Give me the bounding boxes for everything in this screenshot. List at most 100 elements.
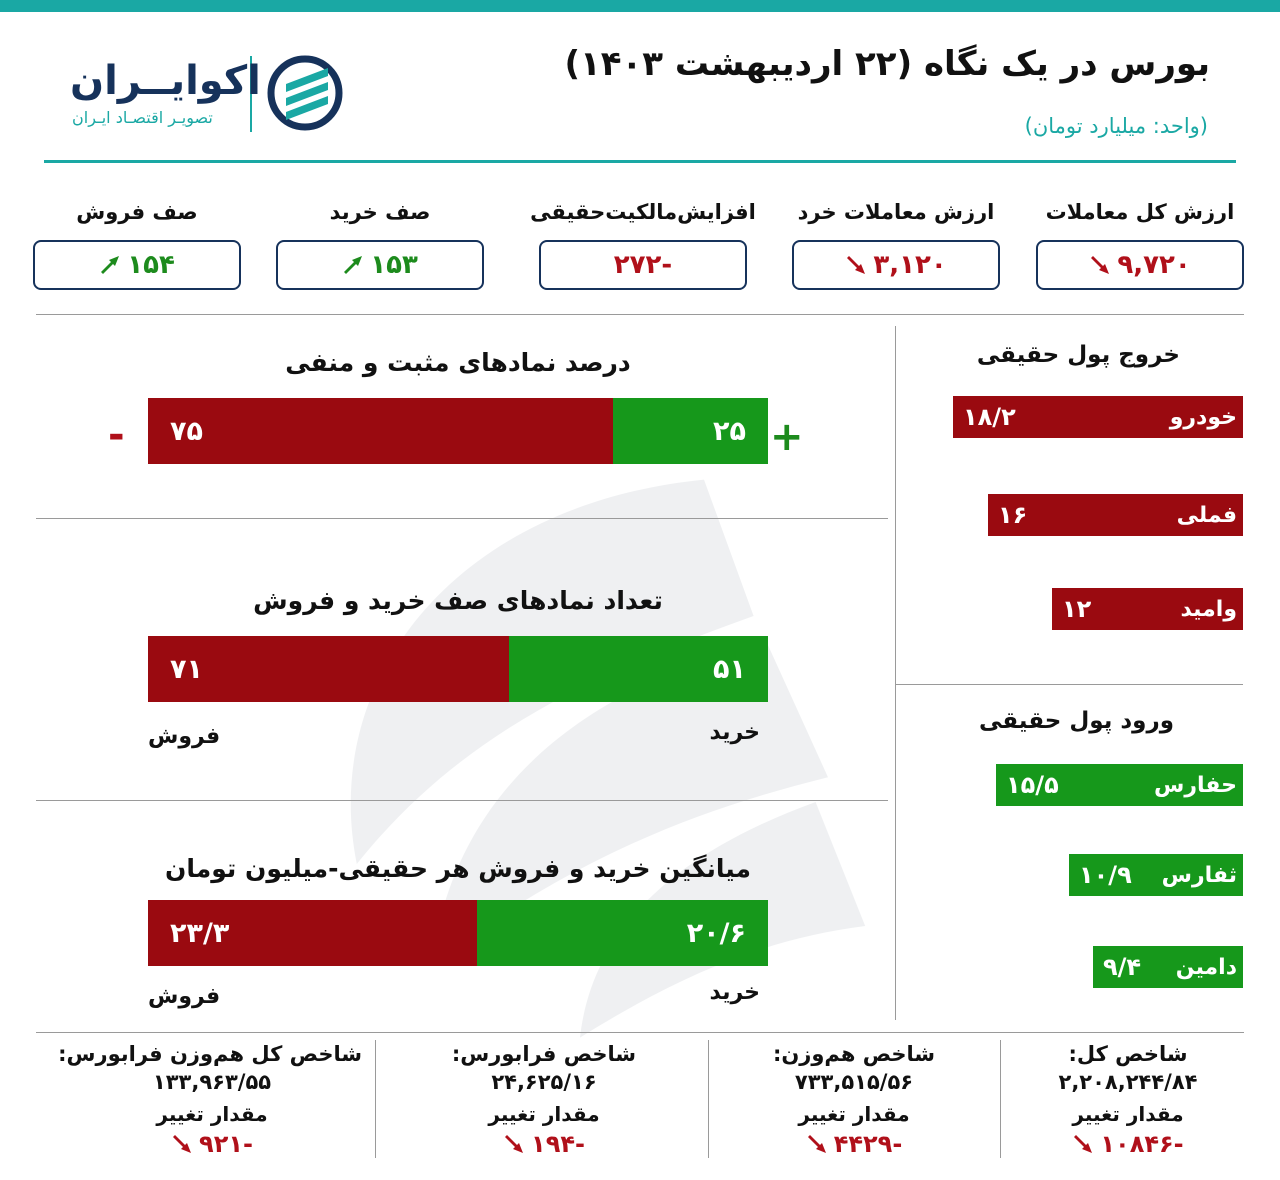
flow-bar-value: ۱۰/۹ [1079, 861, 1132, 889]
index-change: -۱۰۸۴۶ [978, 1130, 1278, 1158]
stat-label: صف فروش [76, 200, 198, 224]
index-change-label: مقدار تغییر [488, 1102, 600, 1126]
buy-label: خرید [709, 720, 760, 745]
chart-title-avg: میانگین خرید و فروش هر حقیقی-میلیون توما… [165, 854, 751, 883]
stat-value: ۱۵۳ [370, 250, 418, 280]
index-change: -۱۹۴ [394, 1130, 694, 1158]
flow-bar-value: ۱۵/۵ [1006, 771, 1059, 799]
stat-label: صف خرید [329, 200, 431, 224]
vertical-divider [895, 326, 896, 1020]
index-cell: شاخص فرابورس: ۲۴,۶۲۵/۱۶ مقدار تغییر -۱۹۴ [394, 1042, 694, 1158]
divider [36, 800, 888, 801]
flow-bar-category: حفارس [1154, 772, 1237, 798]
divider [36, 314, 1244, 315]
index-title: شاخص کل هم‌وزن فرابورس: [58, 1042, 362, 1066]
trend-down-arrow-icon [847, 256, 866, 274]
bar-segment-negative: ۷۵ [148, 398, 613, 464]
trend-down-arrow-icon [1074, 1135, 1093, 1153]
stat-box: ۳,۱۲۰ [792, 240, 1000, 290]
index-change-value: -۱۰۸۴۶ [1100, 1130, 1184, 1158]
pos-neg-bar: ۷۵ ۲۵ [148, 398, 768, 464]
bar-segment-negative: ۷۱ [148, 636, 509, 702]
flow-bar-value: ۹/۴ [1103, 953, 1142, 981]
flow-bar-category: ثفارس [1161, 862, 1237, 888]
index-change-value: -۱۹۴ [531, 1130, 585, 1158]
logo-name: اکوایــران [70, 58, 261, 104]
trend-down-arrow-icon [505, 1135, 524, 1153]
avg-bar: ۲۳/۳ ۲۰/۶ [148, 900, 768, 966]
stat-box: ۹,۷۲۰ [1036, 240, 1244, 290]
top-accent-bar [0, 0, 1280, 12]
index-value: ۷۳۳,۵۱۵/۵۶ [794, 1070, 914, 1094]
chart-title-pos-neg: درصد نمادهای مثبت و منفی [285, 348, 631, 377]
divider [895, 684, 1243, 685]
index-cell: شاخص کل هم‌وزن فرابورس: ۱۳۳,۹۶۳/۵۵ مقدار ت… [58, 1042, 362, 1158]
index-change: -۴۴۲۹ [704, 1130, 1004, 1158]
bar-segment-positive: ۲۵ [613, 398, 768, 464]
index-title: شاخص فرابورس: [451, 1042, 637, 1066]
bar-data-label: ۵۱ [713, 653, 746, 685]
flow-bar: فملی ۱۶ [988, 494, 1243, 536]
flow-bar: دامین ۹/۴ [1093, 946, 1243, 988]
index-value: ۱۳۳,۹۶۳/۵۵ [152, 1070, 272, 1094]
flow-bar-value: ۱۶ [998, 501, 1028, 529]
flow-bar: وامید ۱۲ [1052, 588, 1243, 630]
minus-sign: - [108, 412, 125, 458]
ekoiran-logo-icon [267, 55, 343, 131]
stat-value: ۹,۷۲۰ [1117, 250, 1191, 280]
index-title: شاخص کل: [1068, 1042, 1188, 1066]
stat-box: ۱۵۴ [33, 240, 241, 290]
stat-label: ارزش معاملات خرد [797, 200, 995, 224]
header-divider [44, 160, 1236, 163]
page-title: بورس در یک نگاه (۲۲ اردیبهشت ۱۴۰۳) [564, 44, 1210, 84]
sell-label: فروش [148, 984, 221, 1009]
trend-up-arrow-icon [344, 256, 363, 274]
index-change-value: -۹۲۱ [199, 1130, 253, 1158]
flow-bar: خودرو ۱۸/۲ [953, 396, 1243, 438]
bar-segment-negative: ۲۳/۳ [148, 900, 477, 966]
divider [36, 518, 888, 519]
index-value: ۲۴,۶۲۵/۱۶ [491, 1070, 597, 1094]
divider [36, 1032, 1244, 1033]
flow-bar-value: ۱۲ [1062, 595, 1092, 623]
stat-value: -۲۷۲ [613, 250, 673, 280]
bar-data-label: ۷۵ [170, 415, 203, 447]
index-change: -۹۲۱ [62, 1130, 362, 1158]
bar-data-label: ۲۰/۶ [686, 917, 746, 949]
flow-bar-value: ۱۸/۲ [963, 403, 1016, 431]
bar-data-label: ۷۱ [170, 653, 203, 685]
stat-value: ۳,۱۲۰ [873, 250, 947, 280]
stat-box: -۲۷۲ [539, 240, 747, 290]
unit-label: (واحد: میلیارد تومان) [1024, 114, 1208, 138]
trend-up-arrow-icon [101, 256, 120, 274]
vertical-divider [1000, 1040, 1001, 1158]
logo-tagline: تصویـر اقتصـاد ایـران [72, 108, 213, 127]
index-cell: شاخص هم‌وزن: ۷۳۳,۵۱۵/۵۶ مقدار تغییر -۴۴۲۹ [704, 1042, 1004, 1158]
trend-down-arrow-icon [807, 1135, 826, 1153]
index-value: ۲,۲۰۸,۲۴۴/۸۴ [1058, 1070, 1198, 1094]
logo-separator [250, 56, 252, 132]
vertical-divider [708, 1040, 709, 1158]
flow-bar-category: دامین [1175, 954, 1237, 980]
outflow-title: خروج پول حقیقی [976, 342, 1180, 368]
sell-label: فروش [148, 724, 221, 749]
stat-label: ارزش کل معاملات [1045, 200, 1235, 224]
index-change-label: مقدار تغییر [1072, 1102, 1184, 1126]
stat-label: افزایش‌مالکیت‌حقیقی [530, 200, 756, 224]
flow-bar: حفارس ۱۵/۵ [996, 764, 1243, 806]
flow-bar-category: خودرو [1169, 404, 1237, 430]
stat-box: ۱۵۳ [276, 240, 484, 290]
queues-bar: ۷۱ ۵۱ [148, 636, 768, 702]
flow-bar: ثفارس ۱۰/۹ [1069, 854, 1243, 896]
index-change-label: مقدار تغییر [798, 1102, 910, 1126]
flow-bar-category: فملی [1176, 502, 1237, 528]
flow-bar-category: وامید [1180, 596, 1237, 622]
index-change-value: -۴۴۲۹ [833, 1130, 903, 1158]
bar-segment-positive: ۲۰/۶ [477, 900, 768, 966]
buy-label: خرید [709, 980, 760, 1005]
stat-value: ۱۵۴ [127, 250, 175, 280]
vertical-divider [375, 1040, 376, 1158]
index-cell: شاخص کل: ۲,۲۰۸,۲۴۴/۸۴ مقدار تغییر -۱۰۸۴۶ [978, 1042, 1278, 1158]
trend-down-arrow-icon [1091, 256, 1110, 274]
inflow-title: ورود پول حقیقی [978, 708, 1174, 734]
